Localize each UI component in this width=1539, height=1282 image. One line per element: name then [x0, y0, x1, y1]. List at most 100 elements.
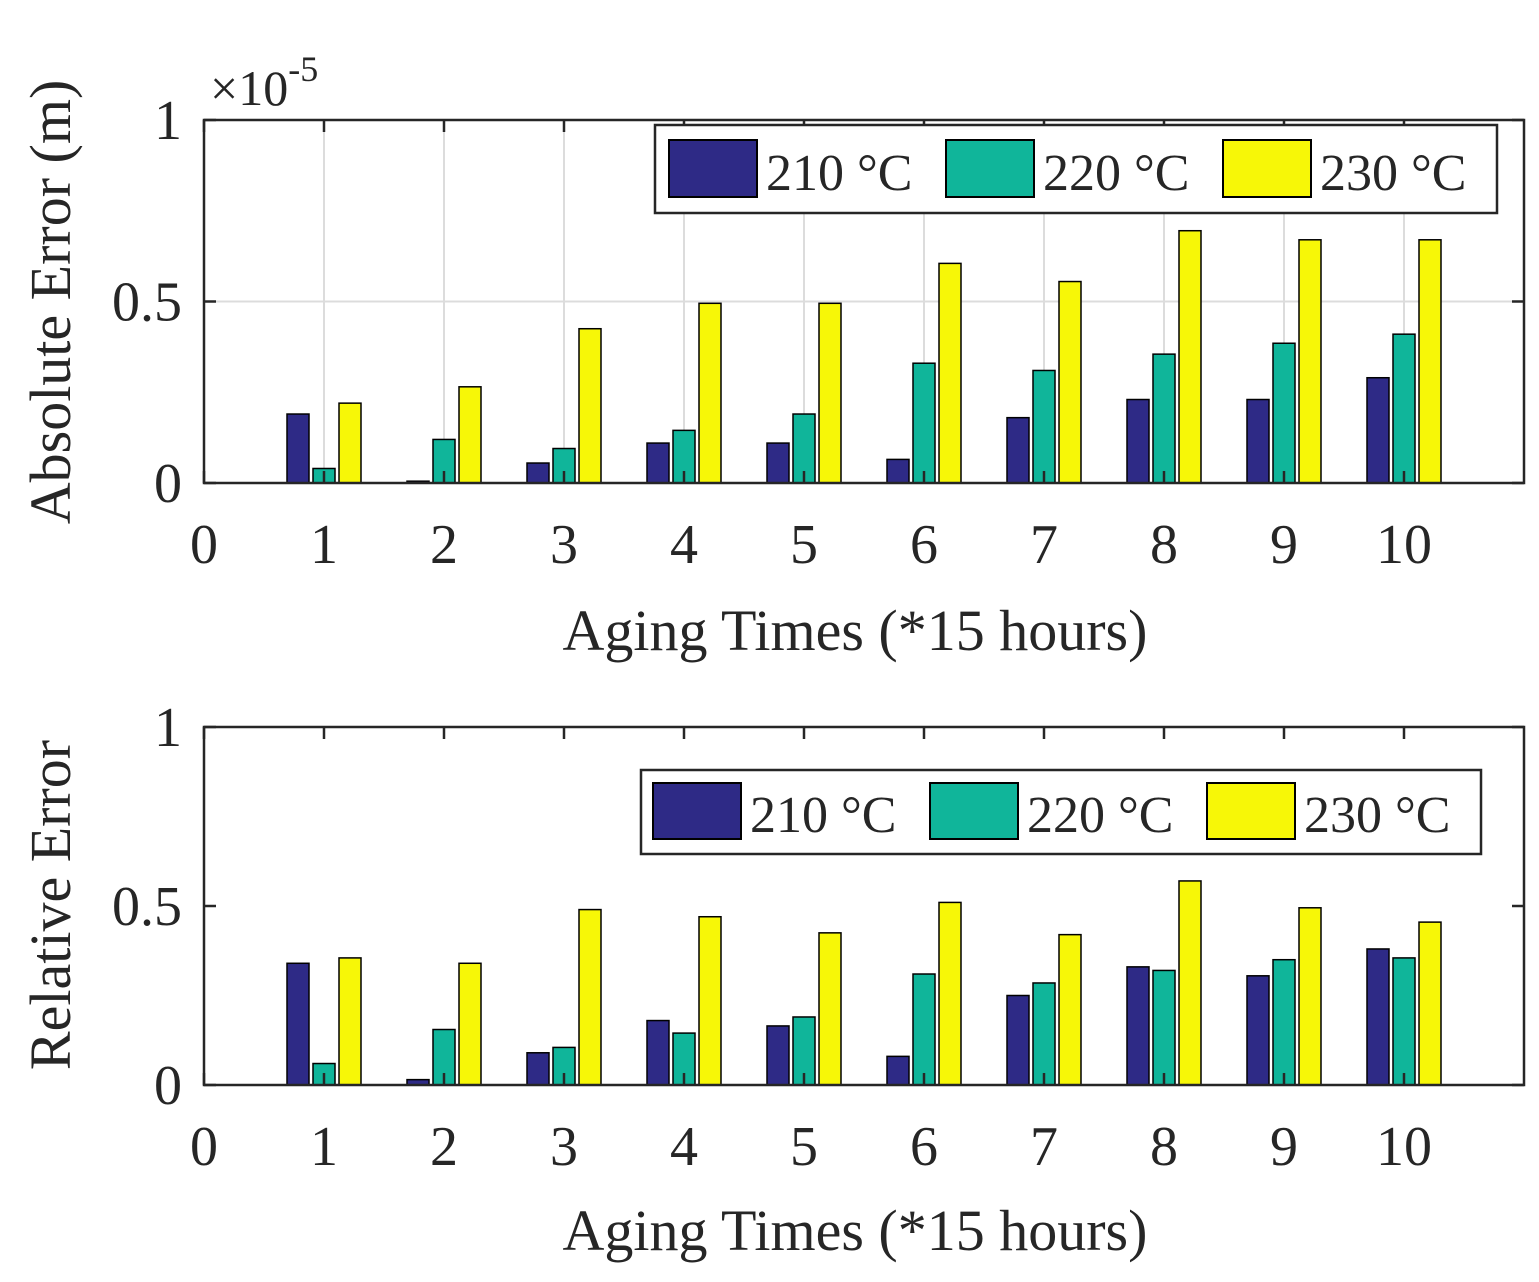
- bar-230-t9: [1298, 239, 1322, 484]
- bar-230-t2: [458, 962, 482, 1086]
- legend-entry-220: 220 °C: [945, 139, 1189, 202]
- x-tick-label: 9: [1270, 514, 1298, 576]
- legend-entry-230: 230 °C: [1222, 139, 1466, 202]
- x-tick-label: 10: [1376, 1116, 1432, 1178]
- x-tick-label: 4: [670, 514, 698, 576]
- legend-label-220: 220 °C: [1043, 145, 1189, 202]
- x-tick-label: 9: [1270, 1116, 1298, 1178]
- y-exponent-label: ×10-5: [210, 49, 318, 116]
- x-tick-label: 7: [1030, 514, 1058, 576]
- bar-210-t1: [286, 962, 310, 1086]
- legend-box: [653, 123, 1499, 215]
- bar-220-t8: [1152, 969, 1176, 1086]
- legend-label-210: 210 °C: [766, 145, 912, 202]
- y-tick-label: 0.5: [112, 272, 182, 334]
- y-tick-label: 0: [154, 453, 182, 515]
- bar-230-t6: [938, 262, 962, 484]
- x-tick-label: 8: [1150, 514, 1178, 576]
- bar-220-t9: [1272, 958, 1296, 1086]
- bars: [286, 229, 1442, 484]
- legend-entry-210: 210 °C: [652, 782, 896, 844]
- x-tick-label: 2: [430, 1116, 458, 1178]
- x-tick-label: 0: [190, 514, 218, 576]
- y-tick-label: 1: [154, 90, 182, 152]
- y-tick-label: 1: [154, 697, 182, 759]
- bar-230-t9: [1298, 907, 1322, 1086]
- legend-label-220: 220 °C: [1027, 787, 1173, 844]
- bar-210-t7: [1006, 994, 1030, 1086]
- legend-entry-210: 210 °C: [668, 139, 912, 202]
- legend-swatch-210: [668, 139, 758, 198]
- bar-230-t6: [938, 901, 962, 1086]
- bar-230-t10: [1418, 921, 1442, 1086]
- bar-210-t1: [286, 413, 310, 484]
- x-tick-label: 7: [1030, 1116, 1058, 1178]
- bar-210-t10: [1366, 376, 1390, 484]
- bar-230-t3: [578, 908, 602, 1086]
- legend: 210 °C 220 °C 230 °C: [653, 123, 1499, 215]
- x-tick-label: 4: [670, 1116, 698, 1178]
- bar-210-t9: [1246, 398, 1270, 484]
- bar-220-t6: [912, 973, 936, 1086]
- legend-label-210: 210 °C: [750, 787, 896, 844]
- legend-entry-220: 220 °C: [929, 782, 1173, 844]
- bar-210-t7: [1006, 416, 1030, 484]
- bar-210-t4: [646, 442, 670, 484]
- bar-230-t5: [818, 302, 842, 484]
- x-tick-label: 2: [430, 514, 458, 576]
- x-tick-label: 1: [310, 514, 338, 576]
- x-axis-label: Aging Times (*15 hours): [563, 1198, 1148, 1263]
- y-exponent-base: ×10: [210, 60, 288, 116]
- bar-230-t1: [338, 957, 362, 1086]
- y-exponent-power: -5: [288, 49, 318, 89]
- legend-swatch-220: [929, 782, 1019, 840]
- bar-220-t8: [1152, 353, 1176, 484]
- legend: 210 °C 220 °C 230 °C: [639, 768, 1483, 856]
- legend-swatch-230: [1222, 139, 1312, 198]
- legend-swatch-210: [652, 782, 742, 840]
- bar-230-t4: [698, 302, 722, 484]
- bar-210-t8: [1126, 966, 1150, 1086]
- bar-230-t4: [698, 915, 722, 1086]
- bar-210-t3: [526, 1052, 550, 1086]
- relative-error-chart: 0 1 2 3 4 5 6 7 8 9 10 0 0.5 1 Aging Times (*15 hours…: [18, 697, 1526, 1263]
- bar-230-t1: [338, 402, 362, 484]
- y-tick-label: 0: [154, 1055, 182, 1117]
- bars: [286, 880, 1442, 1086]
- legend-entry-230: 230 °C: [1206, 782, 1450, 844]
- bar-210-t10: [1366, 948, 1390, 1086]
- x-tick-label: 10: [1376, 514, 1432, 576]
- bar-220-t10: [1392, 333, 1416, 484]
- bar-230-t8: [1178, 229, 1202, 484]
- bar-220-t6: [912, 362, 936, 484]
- absolute-error-chart: 0 1 2 3 4 5 6 7 8 9 10 0 0.5 1 Aging Times (*15 hours…: [18, 49, 1526, 663]
- y-axis-label: Absolute Error (m): [18, 80, 83, 525]
- x-tick-label: 6: [910, 514, 938, 576]
- bar-210-t5: [766, 1025, 790, 1086]
- ticks: 0 1 2 3 4 5 6 7 8 9 10 0 0.5 1: [112, 697, 1524, 1178]
- x-axis-label: Aging Times (*15 hours): [563, 598, 1148, 663]
- legend-label-230: 230 °C: [1320, 145, 1466, 202]
- legend-swatch-220: [945, 139, 1035, 198]
- bar-210-t4: [646, 1019, 670, 1086]
- bar-210-t9: [1246, 975, 1270, 1086]
- bar-210-t5: [766, 442, 790, 484]
- bar-220-t9: [1272, 342, 1296, 484]
- bar-230-t8: [1178, 880, 1202, 1086]
- x-tick-label: 6: [910, 1116, 938, 1178]
- bar-230-t2: [458, 386, 482, 484]
- x-tick-label: 8: [1150, 1116, 1178, 1178]
- x-tick-label: 1: [310, 1116, 338, 1178]
- bar-210-t8: [1126, 398, 1150, 484]
- y-tick-label: 0.5: [112, 876, 182, 938]
- bar-230-t7: [1058, 933, 1082, 1086]
- x-tick-label: 5: [790, 514, 818, 576]
- legend-box: [639, 768, 1483, 856]
- x-tick-label: 0: [190, 1116, 218, 1178]
- bar-230-t7: [1058, 280, 1082, 484]
- x-tick-label: 3: [550, 1116, 578, 1178]
- x-tick-label: 5: [790, 1116, 818, 1178]
- bar-210-t3: [526, 462, 550, 484]
- ticks: 0 1 2 3 4 5 6 7 8 9 10 0 0.5 1: [112, 90, 1524, 576]
